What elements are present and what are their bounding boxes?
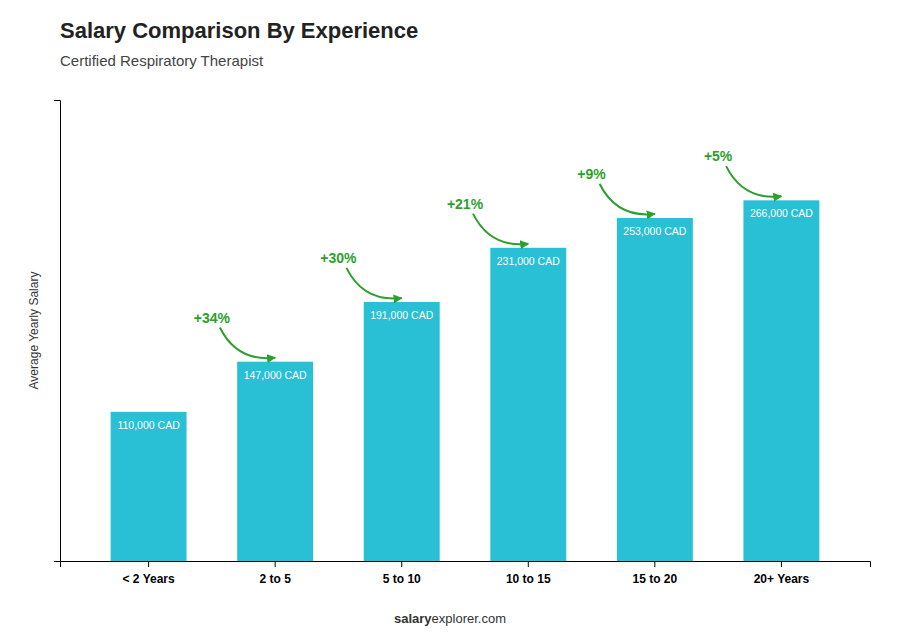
- annotation: +34%: [194, 310, 231, 326]
- chart: Salary Comparison By Experience Certified…: [0, 0, 900, 641]
- bar: [490, 248, 566, 561]
- x-tick-mark: [401, 561, 402, 567]
- annotation: +9%: [577, 166, 606, 182]
- annotation-arrow: [346, 268, 401, 299]
- annotation-arrow: [600, 184, 655, 215]
- x-tick: 10 to 15: [506, 561, 551, 586]
- data-label: 266,000 CAD: [750, 207, 813, 219]
- x-tick: 20+ Years: [754, 561, 810, 586]
- x-tick-mark: [148, 561, 149, 567]
- title: Salary Comparison By Experience: [60, 18, 418, 43]
- x-tick-label: 5 to 10: [383, 572, 421, 586]
- data-label: 191,000 CAD: [370, 309, 433, 321]
- bars: [111, 200, 820, 561]
- x-tick-label: < 2 Years: [123, 572, 175, 586]
- x-tick-label: 2 to 5: [259, 572, 291, 586]
- footer-part: explorer.com: [432, 611, 506, 626]
- bar: [237, 362, 313, 561]
- x-axis-line: [61, 562, 871, 568]
- footer: salaryexplorer.com: [394, 611, 506, 626]
- bar: [743, 200, 819, 561]
- annotation: +21%: [447, 196, 484, 212]
- data-label: 147,000 CAD: [244, 369, 307, 381]
- annotation: +5%: [704, 148, 733, 164]
- x-tick-label: 20+ Years: [754, 572, 810, 586]
- x-tick: < 2 Years: [123, 561, 175, 586]
- y-axis-line: [54, 101, 61, 562]
- annotation-arrow: [473, 214, 528, 245]
- annotation: +30%: [320, 250, 357, 266]
- bar: [617, 218, 693, 561]
- data-labels: 110,000 CAD 147,000 CAD 191,000 CAD 231,000…: [117, 207, 813, 431]
- x-tick-mark: [654, 561, 655, 567]
- footer-part: salary: [394, 611, 432, 626]
- annotation-arrow: [726, 166, 781, 197]
- x-tick-mark: [528, 561, 529, 567]
- data-label: 110,000 CAD: [117, 419, 180, 431]
- x-tick-mark: [781, 561, 782, 567]
- x-tick-label: 15 to 20: [632, 572, 677, 586]
- x-tick: 15 to 20: [632, 561, 677, 586]
- bar: [364, 302, 440, 561]
- x-tick: 5 to 10: [383, 561, 421, 586]
- annotations: +34% +30% +21% +9% +5%: [194, 148, 782, 358]
- annotation-arrow: [220, 328, 275, 359]
- y-axis-title: Average Yearly Salary: [27, 272, 41, 390]
- y-axis: [54, 101, 61, 562]
- x-tick-mark: [275, 561, 276, 567]
- data-label: 231,000 CAD: [497, 255, 560, 267]
- data-label: 253,000 CAD: [623, 225, 686, 237]
- bar: [111, 412, 187, 561]
- plot: < 2 Years 2 to 5 5 to 10 10 to 15 15 to 20 20…: [54, 101, 871, 587]
- x-tick-label: 10 to 15: [506, 572, 551, 586]
- x-tick: 2 to 5: [259, 561, 291, 586]
- x-axis: < 2 Years 2 to 5 5 to 10 10 to 15 15 to 20 20…: [61, 561, 871, 586]
- subtitle: Certified Respiratory Therapist: [60, 52, 264, 69]
